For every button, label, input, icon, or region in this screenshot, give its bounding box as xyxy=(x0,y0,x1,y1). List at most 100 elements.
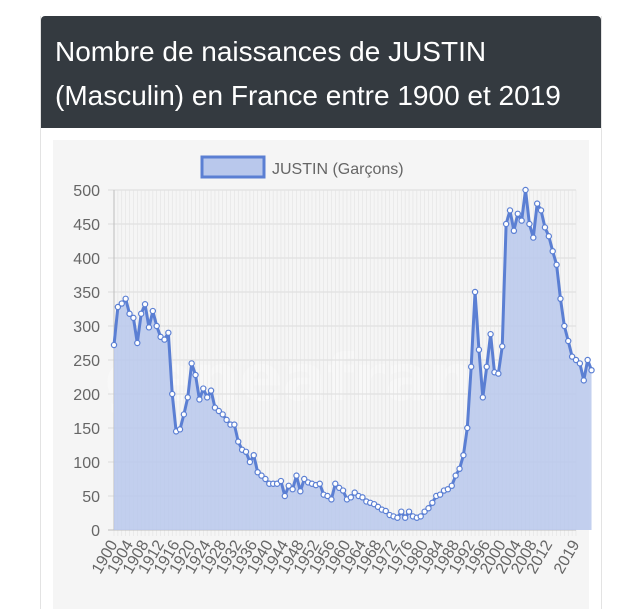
chart-title-line-1: Nombre de naissances de JUSTIN xyxy=(55,36,487,67)
data-point xyxy=(580,377,587,384)
x-tick-label: 2019 xyxy=(551,537,584,576)
y-tick-label: 350 xyxy=(73,285,100,302)
data-point xyxy=(219,411,226,418)
y-tick-label: 500 xyxy=(73,183,100,200)
data-point xyxy=(130,314,137,322)
data-point xyxy=(561,322,568,330)
data-point xyxy=(141,301,149,308)
data-point xyxy=(289,486,296,493)
legend-swatch xyxy=(200,155,266,179)
data-point xyxy=(223,416,230,424)
data-point xyxy=(285,482,292,489)
y-tick-label: 0 xyxy=(91,523,100,540)
data-point xyxy=(339,487,347,494)
data-point xyxy=(118,300,125,307)
data-point xyxy=(145,324,153,331)
data-point xyxy=(134,339,141,347)
data-point xyxy=(479,394,487,401)
data-point xyxy=(514,210,521,217)
chart-title: Nombre de naissances de JUSTIN (Masculin… xyxy=(55,30,595,118)
data-point xyxy=(359,494,366,501)
data-point xyxy=(277,477,285,485)
data-point xyxy=(242,448,250,455)
y-tick-label: 50 xyxy=(82,489,100,506)
data-point xyxy=(425,505,432,512)
y-tick-label: 150 xyxy=(73,421,100,438)
data-point xyxy=(522,186,529,194)
y-tick-label: 250 xyxy=(73,353,100,370)
data-point xyxy=(436,491,444,498)
data-point xyxy=(281,492,289,500)
data-point xyxy=(483,363,490,370)
data-point xyxy=(456,465,463,472)
data-point xyxy=(324,492,331,500)
data-point xyxy=(405,508,413,515)
data-point xyxy=(460,452,467,459)
data-point xyxy=(351,489,358,496)
data-point xyxy=(200,385,207,392)
data-point xyxy=(328,496,335,503)
data-point xyxy=(215,407,223,415)
data-point xyxy=(235,438,242,445)
data-point xyxy=(122,295,129,302)
data-point xyxy=(188,360,195,367)
data-point xyxy=(417,513,424,520)
data-point xyxy=(464,424,471,432)
data-point xyxy=(180,411,188,418)
chart-title-line-2: (Masculin) en France entre 1900 et 2019 xyxy=(55,80,561,111)
data-point xyxy=(545,233,553,240)
legend: JUSTIN (Garçons) xyxy=(200,155,404,179)
data-point xyxy=(444,486,452,493)
data-point xyxy=(153,322,160,330)
data-point xyxy=(448,482,455,489)
y-tick-label: 200 xyxy=(73,387,100,404)
data-point xyxy=(499,343,506,350)
data-point xyxy=(250,452,257,459)
data-point xyxy=(471,288,479,296)
data-point xyxy=(467,363,475,370)
data-point xyxy=(126,310,133,317)
data-point xyxy=(332,480,339,487)
y-tick-label: 300 xyxy=(73,319,100,336)
data-point xyxy=(394,514,401,521)
data-point xyxy=(588,367,595,374)
data-point xyxy=(541,224,549,231)
data-point xyxy=(262,475,269,483)
data-point xyxy=(258,472,265,479)
chart-header: Nombre de naissances de JUSTIN (Masculin… xyxy=(41,16,601,128)
data-point xyxy=(452,472,459,479)
data-point xyxy=(487,330,494,338)
y-tick-label: 100 xyxy=(73,455,100,472)
data-point xyxy=(301,475,308,483)
data-point xyxy=(246,458,254,466)
data-point xyxy=(231,421,238,428)
data-point xyxy=(553,261,560,268)
data-point xyxy=(316,480,323,487)
data-point xyxy=(347,494,355,501)
data-point xyxy=(537,207,545,214)
data-point xyxy=(165,329,172,336)
data-point xyxy=(475,346,483,353)
legend-label: JUSTIN (Garçons) xyxy=(272,161,404,178)
data-point xyxy=(169,390,176,398)
data-point xyxy=(254,469,261,476)
data-point xyxy=(161,336,168,343)
data-point xyxy=(297,488,304,495)
y-tick-label: 400 xyxy=(73,251,100,268)
data-point xyxy=(429,499,436,506)
data-point xyxy=(293,472,300,479)
data-point xyxy=(176,426,184,433)
data-point xyxy=(502,220,510,228)
data-point xyxy=(398,508,405,515)
data-point xyxy=(382,507,389,515)
data-point xyxy=(565,337,572,345)
data-point xyxy=(495,370,502,377)
y-tick-label: 450 xyxy=(73,217,100,234)
data-point xyxy=(114,303,122,311)
data-point xyxy=(526,220,533,228)
data-point xyxy=(549,247,556,255)
series-area xyxy=(114,190,592,530)
data-point xyxy=(401,514,409,521)
data-point xyxy=(192,371,199,379)
